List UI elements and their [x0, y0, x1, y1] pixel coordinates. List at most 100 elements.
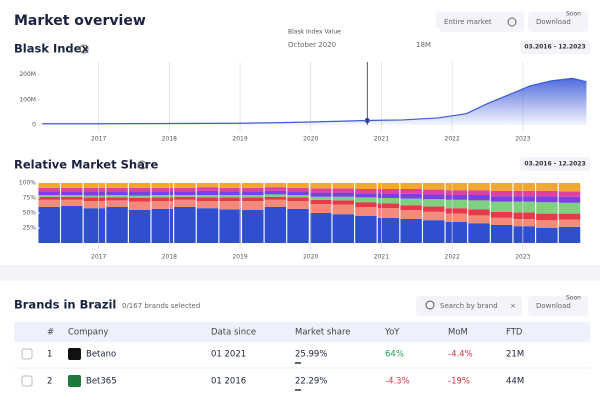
bar-segment — [128, 210, 151, 243]
bar-segment — [174, 187, 196, 192]
bar-segment — [513, 201, 535, 213]
x-tick-label: 2019 — [232, 136, 247, 143]
download-button[interactable] — [528, 296, 588, 316]
bar-segment — [490, 201, 513, 212]
info-icon — [137, 160, 147, 170]
bar-segment — [83, 201, 106, 209]
x-tick-label: 2022 — [445, 254, 460, 261]
bar-segment — [355, 183, 377, 189]
bar-segment — [558, 202, 581, 214]
bar-segment — [242, 201, 264, 210]
x-tick-label: 2020 — [303, 136, 318, 143]
row-checkbox[interactable] — [21, 348, 33, 360]
bar-segment — [309, 204, 332, 213]
bar-segment — [106, 200, 128, 207]
column-header: Company — [68, 328, 108, 338]
bar-segment — [536, 228, 558, 243]
bar-segment — [242, 191, 264, 195]
bar-segment — [513, 190, 535, 197]
bar-segment — [400, 210, 422, 219]
bar-segment — [445, 195, 468, 200]
bar-segment — [400, 193, 422, 199]
bar-segment — [196, 197, 219, 201]
bar-segment — [445, 190, 468, 195]
bar-segment — [445, 199, 468, 209]
bar-segment — [196, 208, 219, 243]
bar-segment — [128, 183, 151, 188]
bar-segment — [558, 213, 581, 220]
market-filter[interactable] — [436, 12, 524, 32]
bar-segment — [174, 199, 196, 207]
cell: 01 2021 — [211, 350, 246, 360]
clear-icon[interactable]: × — [510, 302, 516, 310]
bar-segment — [445, 213, 468, 222]
bar-segment — [309, 183, 332, 189]
bar-segment — [332, 214, 355, 243]
y-tick-label: 100M — [19, 96, 36, 103]
bar-segment — [151, 183, 174, 188]
bar-segment — [242, 197, 264, 201]
bar-segment — [128, 195, 151, 198]
bar-segment — [309, 199, 332, 204]
bar-segment — [513, 219, 535, 227]
bar-segment — [536, 196, 558, 203]
bar-segment — [196, 201, 219, 209]
bar-segment — [196, 195, 219, 198]
bar-segment — [423, 194, 445, 200]
bar-segment — [106, 197, 128, 201]
bar-segment — [219, 187, 241, 192]
row-checkbox[interactable] — [21, 375, 33, 387]
bar-segment — [377, 193, 400, 198]
search-box[interactable] — [416, 296, 522, 316]
bar-segment — [128, 187, 151, 192]
bar-segment — [61, 199, 83, 206]
x-tick-label: 2021 — [374, 254, 389, 261]
bar-segment — [264, 190, 287, 195]
cell: Bet365 — [86, 377, 117, 387]
bar-segment — [38, 199, 60, 207]
column-header: # — [47, 328, 54, 338]
bar-segment — [558, 226, 581, 243]
soon-badge: Soon — [566, 11, 581, 18]
bar-segment — [242, 195, 264, 198]
bar-segment — [513, 212, 535, 219]
bar-segment — [558, 183, 581, 192]
bar-segment — [83, 191, 106, 196]
bar-segment — [558, 219, 581, 227]
cell: -4.3% — [385, 377, 410, 387]
download-button[interactable] — [528, 12, 588, 32]
bar-segment — [332, 204, 355, 215]
bar-segment — [61, 191, 83, 195]
bar-segment — [106, 183, 128, 188]
column-header: Data since — [211, 328, 256, 338]
bar-segment — [355, 193, 377, 198]
bar-segment — [151, 187, 174, 192]
bar-segment — [38, 191, 60, 195]
bar-segment — [264, 196, 287, 200]
bar-segment — [219, 195, 241, 198]
cell: 22.29% — [295, 377, 327, 387]
bar-segment — [264, 187, 287, 191]
bar-segment — [287, 195, 309, 198]
bar-segment — [287, 208, 309, 243]
bar-segment — [174, 183, 196, 188]
bar-segment — [287, 191, 309, 195]
bar-segment — [196, 183, 219, 188]
x-tick-label: 2017 — [91, 254, 106, 261]
bar-segment — [174, 207, 196, 243]
selection-count: 0/167 brands selected — [122, 302, 200, 310]
x-tick-label: 2023 — [515, 136, 530, 143]
cell: 25.99% — [295, 350, 327, 360]
table-header — [14, 322, 590, 342]
page-title: Market overview — [14, 13, 146, 29]
bar-segment — [355, 202, 377, 207]
bar-segment — [38, 187, 60, 192]
bar-segment — [61, 187, 83, 192]
bar-segment — [106, 187, 128, 192]
column-header: YoY — [384, 328, 400, 338]
bar-segment — [287, 197, 309, 201]
tooltip-value: 18M — [416, 41, 431, 49]
bar-segment — [468, 200, 490, 210]
x-tick-label: 2022 — [445, 136, 460, 143]
